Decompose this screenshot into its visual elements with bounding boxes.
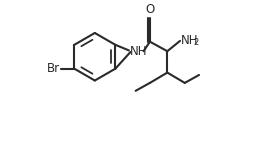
Text: NH: NH	[181, 34, 198, 47]
Text: NH: NH	[130, 45, 147, 58]
Text: 2: 2	[194, 38, 199, 47]
Text: O: O	[145, 2, 155, 16]
Text: Br: Br	[47, 62, 60, 75]
